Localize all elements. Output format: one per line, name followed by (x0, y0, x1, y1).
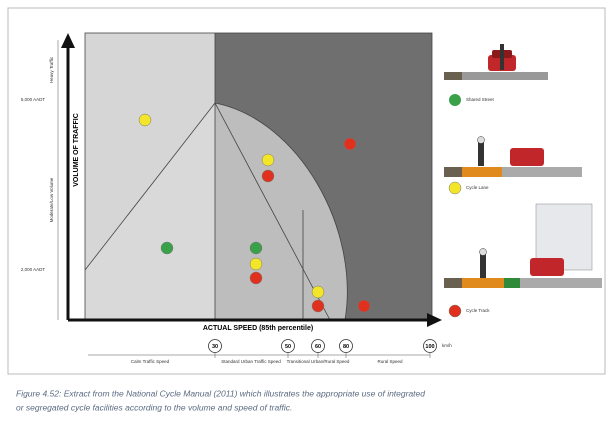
point (139, 114, 151, 126)
verge (444, 278, 462, 288)
cyclist (478, 142, 484, 166)
x-title: ACTUAL SPEED (85th percentile) (203, 325, 313, 332)
legend-dot (449, 94, 461, 106)
point (262, 154, 274, 166)
speed-label: 30 (212, 344, 218, 350)
point (250, 258, 262, 270)
point (344, 138, 356, 150)
speed-label: 50 (285, 344, 291, 350)
x-band: Standard Urban Traffic Speed (221, 359, 281, 364)
helmet (480, 249, 487, 256)
figure: VOLUME OF TRAFFIC ACTUAL SPEED (85th per… (0, 0, 613, 430)
car (510, 148, 544, 166)
legend-label: Shared Street (466, 97, 495, 102)
speed-label: 100 (425, 344, 434, 350)
cycle-track (462, 278, 504, 288)
verge (444, 72, 462, 80)
x-band: Transitional Urban/Rural Speed (287, 359, 350, 364)
cyclist (480, 254, 486, 278)
y-band: Heavy Traffic (49, 56, 54, 83)
point (161, 242, 173, 254)
speed-unit: km/h (442, 343, 452, 348)
x-band: Rural Speed (377, 359, 403, 364)
helmet (478, 137, 485, 144)
verge (444, 167, 462, 177)
caption: Figure 4.52: Extract from the National C… (16, 388, 425, 398)
cycle-lane (462, 167, 502, 177)
y-label: 2,000 AADT (21, 267, 46, 272)
y-band: Moderate/Low Volume (49, 177, 54, 222)
caption: or segregated cycle facilities according… (16, 402, 292, 412)
legend-label: Cycle Lane (466, 185, 489, 190)
point (262, 170, 274, 182)
speed-label: 80 (343, 344, 349, 350)
legend-dot (449, 182, 461, 194)
x-band: Calm Traffic Speed (131, 359, 170, 364)
y-title: VOLUME OF TRAFFIC (73, 113, 80, 187)
buffer (504, 278, 520, 288)
legend-label: Cycle Track (466, 308, 490, 313)
point (250, 272, 262, 284)
y-label: 5,000 AADT (21, 97, 46, 102)
cyclist (500, 44, 504, 70)
point (358, 300, 370, 312)
legend-dot (449, 305, 461, 317)
point (312, 300, 324, 312)
speed-label: 60 (315, 344, 321, 350)
car (530, 258, 564, 276)
point (312, 286, 324, 298)
point (250, 242, 262, 254)
